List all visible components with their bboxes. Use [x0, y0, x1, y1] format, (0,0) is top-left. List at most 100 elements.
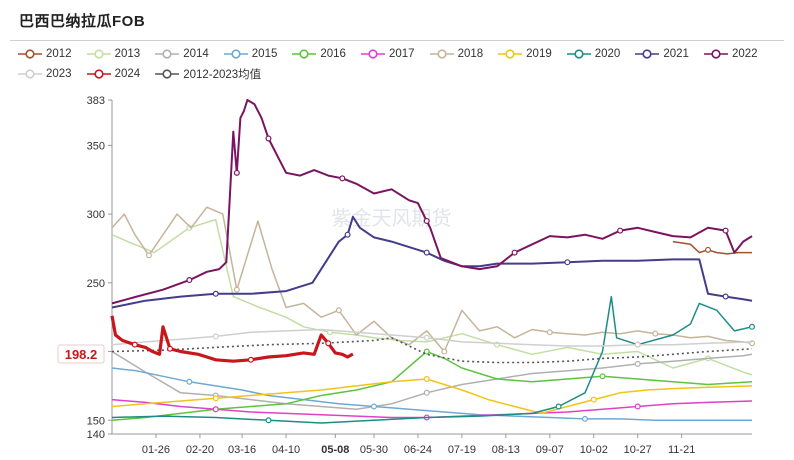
series-point-2019	[423, 376, 430, 383]
x-tick-label: 03-16	[228, 444, 256, 456]
series-point-2024	[325, 340, 332, 347]
y-tick-label: 250	[87, 278, 105, 290]
x-tick-label: 07-19	[448, 444, 476, 456]
series-point-2014	[634, 360, 641, 367]
series-point-2020	[748, 323, 755, 330]
x-tick-label: 09-07	[536, 444, 564, 456]
legend-swatch-icon	[498, 49, 523, 59]
series-point-2015	[186, 378, 193, 385]
legend-label: 2018	[457, 48, 484, 60]
series-point-2023	[634, 341, 641, 348]
legend-label: 2023	[46, 68, 72, 80]
series-point-2021	[423, 249, 430, 256]
legend-label: 2014	[183, 48, 209, 60]
series-point-2019	[212, 395, 219, 402]
series-point-2022	[265, 135, 272, 142]
legend-swatch-icon	[566, 49, 591, 59]
x-tick-label: 02-20	[186, 444, 214, 456]
series-point-2017	[212, 406, 219, 413]
legend-item-2013[interactable]: 2013	[86, 48, 141, 60]
legend-item-2021[interactable]: 2021	[635, 48, 689, 60]
series-point-2021	[212, 290, 219, 297]
legend-item-2019[interactable]: 2019	[498, 48, 552, 60]
series-point-2015	[581, 415, 588, 422]
legend-item-avg[interactable]: 2012-2023均值	[155, 66, 261, 82]
legend-swatch-icon	[18, 49, 42, 59]
legend-item-2022[interactable]: 2022	[703, 48, 758, 60]
legend-label: 2012-2023均值	[183, 69, 262, 81]
series-point-2022	[423, 217, 430, 224]
series-point-2022	[233, 169, 240, 176]
series-point-2019	[590, 396, 597, 403]
series-line-2014	[111, 350, 753, 411]
x-tick-label: 06-24	[404, 444, 432, 456]
legend-swatch-icon	[86, 69, 111, 79]
legend-item-2020[interactable]: 2020	[566, 48, 620, 60]
series-line-2021	[111, 215, 753, 309]
legend-item-2024[interactable]: 2024	[86, 68, 141, 80]
series-line-2015	[111, 367, 752, 422]
legend-item-2014[interactable]: 2014	[155, 48, 209, 60]
series-line-2017	[111, 398, 753, 419]
chart-title: 巴西巴纳拉瓜FOB	[19, 13, 146, 30]
title-divider	[10, 40, 784, 41]
legend-swatch-icon	[155, 69, 180, 79]
legend-swatch-icon	[635, 49, 660, 59]
legend-item-2015[interactable]: 2015	[223, 48, 278, 60]
legend-swatch-icon	[86, 49, 111, 59]
current-value-label: 198.2	[65, 347, 98, 362]
legend-item-2012[interactable]: 2012	[18, 48, 72, 60]
legend-swatch-icon	[155, 49, 180, 59]
legend-swatch-icon	[223, 49, 248, 59]
legend-label: 2017	[388, 48, 415, 60]
series-line-2022	[111, 99, 753, 305]
series-point-2018	[335, 307, 342, 314]
series-line-2016	[111, 350, 753, 422]
series-line-2012	[672, 240, 752, 255]
series-point-2022	[722, 227, 729, 234]
legend-row-1: 2012 2013 2014 2015 2016 2017 2018 2019 2020 2021…	[18, 44, 788, 64]
series-point-2018	[652, 330, 659, 337]
series-point-2018	[145, 252, 152, 259]
x-tick-label: 10-27	[624, 444, 652, 456]
y-tick-label: 150	[87, 415, 105, 427]
series-point-2014	[423, 389, 430, 396]
x-tick-label: 01-26	[142, 444, 170, 456]
legend-swatch-icon	[703, 49, 728, 59]
series-point-2017	[634, 403, 641, 410]
series-point-2024	[167, 345, 174, 352]
series-point-2022	[339, 175, 346, 182]
legend-item-2023[interactable]: 2023	[18, 68, 72, 80]
series-line-2020	[111, 295, 753, 424]
series-point-2023	[212, 333, 219, 340]
series-line-2019	[111, 378, 753, 415]
legend-swatch-icon	[18, 69, 42, 79]
series-point-2021	[564, 259, 571, 266]
legend-swatch-icon	[360, 49, 385, 59]
y-tick-label: 383	[87, 95, 105, 107]
legend-label: 2024	[114, 68, 141, 80]
y-tick-label: 350	[87, 140, 105, 152]
series-line-2013	[111, 218, 753, 376]
legend-swatch-icon	[429, 49, 454, 59]
x-tick-label: 08-13	[492, 444, 520, 456]
series-point-2020	[555, 403, 562, 410]
series-point-2015	[370, 403, 377, 410]
series-point-2018	[233, 286, 240, 293]
legend-row-2: 2023 2024 2012-2023均值	[18, 64, 788, 84]
legend-label: 2019	[526, 48, 552, 60]
legend-item-2017[interactable]: 2017	[360, 48, 415, 60]
legend: 2012 2013 2014 2015 2016 2017 2018 2019 2020 2021…	[18, 44, 788, 84]
series-point-2022	[511, 249, 518, 256]
legend-label: 2013	[114, 48, 141, 60]
legend-label: 2015	[251, 48, 278, 60]
x-tick-label: 05-30	[360, 444, 388, 456]
current-value-box	[57, 344, 105, 364]
line-chart: 紫金天风期货14015020025030035038301-2602-2003-…	[57, 95, 755, 456]
legend-label: 2021	[663, 48, 689, 60]
legend-item-2016[interactable]: 2016	[292, 48, 346, 60]
legend-item-2018[interactable]: 2018	[429, 48, 484, 60]
legend-label: 2016	[320, 48, 346, 60]
series-point-2024	[131, 341, 138, 348]
series-point-2016	[423, 348, 430, 355]
